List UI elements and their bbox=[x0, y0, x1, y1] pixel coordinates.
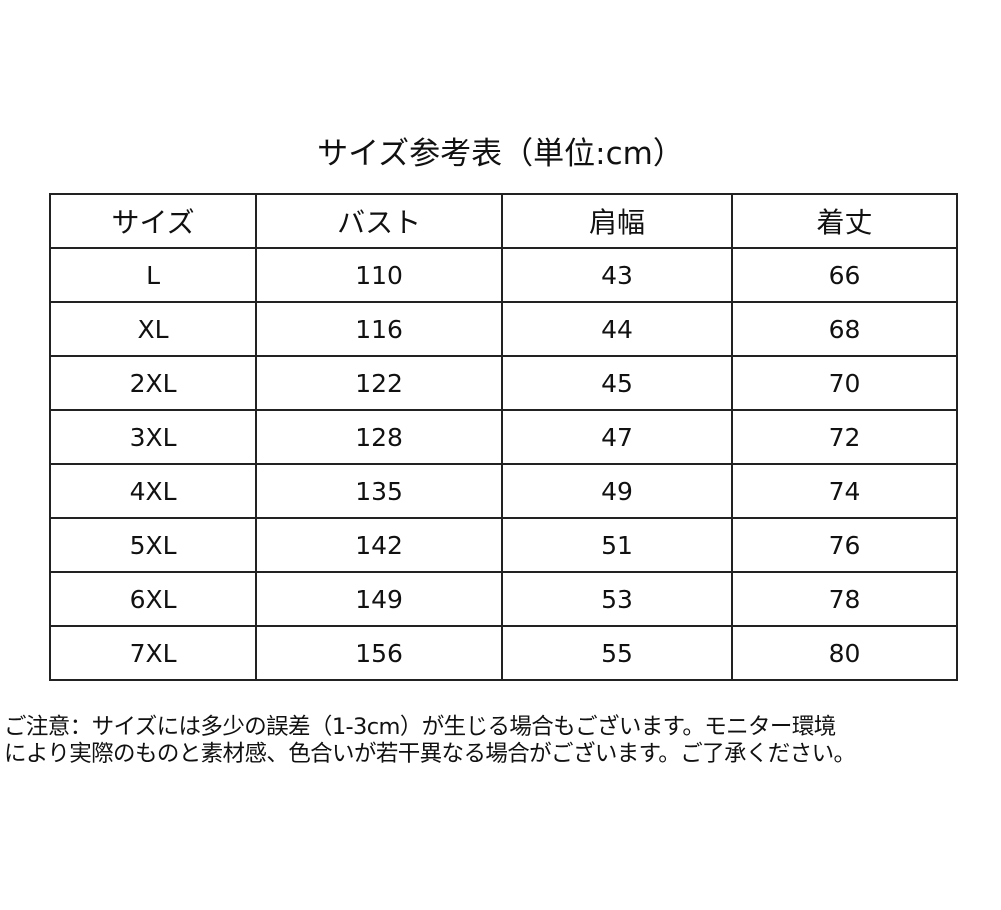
table-cell: 6XL bbox=[48, 571, 258, 627]
column-header: 肩幅 bbox=[501, 193, 734, 249]
column-header: 着丈 bbox=[731, 193, 958, 249]
table-cell: 47 bbox=[501, 409, 734, 465]
table-cell: 128 bbox=[255, 409, 504, 465]
disclaimer-note: ご注意：サイズには多少の誤差（1-3cm）が生じる場合もございます。モニター環境… bbox=[4, 714, 999, 768]
note-line-2: により実際のものと素材感、色合いが若干異なる場合がございます。ご了承ください。 bbox=[4, 741, 856, 767]
table-cell: 122 bbox=[255, 355, 504, 411]
column-header: サイズ bbox=[48, 193, 258, 249]
table-cell: 135 bbox=[255, 463, 504, 519]
table-cell: 76 bbox=[731, 517, 958, 573]
table-cell: 45 bbox=[501, 355, 734, 411]
table-cell: L bbox=[48, 247, 258, 303]
table-cell: 49 bbox=[501, 463, 734, 519]
table-header-row: サイズ バスト 肩幅 着丈 bbox=[48, 193, 958, 249]
table-cell: 156 bbox=[255, 625, 504, 681]
table-cell: 80 bbox=[731, 625, 958, 681]
table-row: 4XL 135 49 74 bbox=[48, 463, 958, 519]
table-cell: 2XL bbox=[48, 355, 258, 411]
table-cell: 142 bbox=[255, 517, 504, 573]
table-cell: 43 bbox=[501, 247, 734, 303]
table-row: L 110 43 66 bbox=[48, 247, 958, 303]
table-row: 6XL 149 53 78 bbox=[48, 571, 958, 627]
table-cell: 4XL bbox=[48, 463, 258, 519]
table-cell: 55 bbox=[501, 625, 734, 681]
table-cell: 44 bbox=[501, 301, 734, 357]
column-header: バスト bbox=[255, 193, 504, 249]
table-cell: 70 bbox=[731, 355, 958, 411]
table-cell: 7XL bbox=[48, 625, 258, 681]
table-cell: 68 bbox=[731, 301, 958, 357]
table-row: 5XL 142 51 76 bbox=[48, 517, 958, 573]
table-row: 2XL 122 45 70 bbox=[48, 355, 958, 411]
table-cell: 72 bbox=[731, 409, 958, 465]
table-row: 3XL 128 47 72 bbox=[48, 409, 958, 465]
table-cell: 53 bbox=[501, 571, 734, 627]
table-cell: XL bbox=[48, 301, 258, 357]
table-cell: 51 bbox=[501, 517, 734, 573]
table-cell: 5XL bbox=[48, 517, 258, 573]
page-title: サイズ参考表（単位:cm） bbox=[317, 136, 684, 172]
table-cell: 3XL bbox=[48, 409, 258, 465]
table-cell: 149 bbox=[255, 571, 504, 627]
table-cell: 78 bbox=[731, 571, 958, 627]
note-line-1: ご注意：サイズには多少の誤差（1-3cm）が生じる場合もございます。モニター環境 bbox=[4, 714, 836, 740]
table-cell: 74 bbox=[731, 463, 958, 519]
table-cell: 116 bbox=[255, 301, 504, 357]
table-cell: 66 bbox=[731, 247, 958, 303]
size-table: サイズ バスト 肩幅 着丈 L 110 43 66 XL 116 44 68 2XL 122 45 70 3X… bbox=[48, 193, 958, 681]
table-cell: 110 bbox=[255, 247, 504, 303]
table-row: 7XL 156 55 80 bbox=[48, 625, 958, 681]
table-row: XL 116 44 68 bbox=[48, 301, 958, 357]
